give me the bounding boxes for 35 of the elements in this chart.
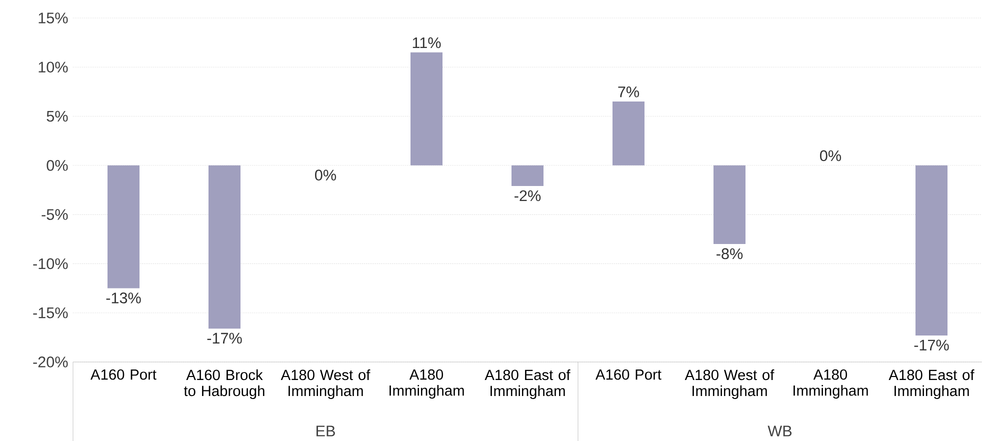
x-tick-label: A180 Immingham	[390, 369, 464, 399]
bar	[915, 165, 948, 336]
data-label: -17%	[914, 340, 949, 350]
bar	[108, 165, 140, 288]
y-tick-label: -15%	[33, 307, 68, 318]
x-tick-label: A180 Immingham	[794, 369, 868, 399]
y-tick-label: 15%	[38, 12, 68, 24]
bar	[512, 165, 544, 186]
bar	[208, 165, 240, 329]
x-tick-label: A180 West of Immingham	[280, 369, 370, 400]
bar	[612, 102, 644, 166]
data-label: -17%	[207, 332, 242, 344]
x-tick-label: A180 West of Immingham	[684, 369, 774, 400]
text: WB	[768, 426, 792, 436]
y-tick-label: -20%	[33, 356, 68, 368]
data-label: 0%	[315, 170, 336, 181]
bar	[410, 52, 442, 166]
data-label: 7%	[618, 86, 640, 98]
data-label: 0%	[820, 150, 842, 162]
data-label: -2%	[514, 190, 541, 202]
data-label: -8%	[716, 248, 743, 260]
x-tick-label: A160 Port	[596, 369, 662, 380]
y-tick-label: 5%	[46, 110, 68, 122]
y-tick-label: 10%	[38, 62, 68, 73]
y-tick-label: -5%	[42, 209, 68, 220]
data-label: -13%	[106, 292, 141, 304]
x-tick-label: A180 East of Immingham	[888, 369, 974, 400]
text: EB	[316, 426, 335, 436]
y-tick-label: -10%	[33, 258, 68, 270]
data-label: 11%	[412, 37, 441, 48]
y-tick-label: 0%	[46, 160, 68, 171]
x-tick-label: A180 East of Immingham	[484, 369, 570, 400]
x-tick-label: A160 Port	[90, 369, 156, 380]
x-tick-label: A160 Brock to Habrough	[184, 369, 264, 400]
bar	[713, 165, 746, 244]
